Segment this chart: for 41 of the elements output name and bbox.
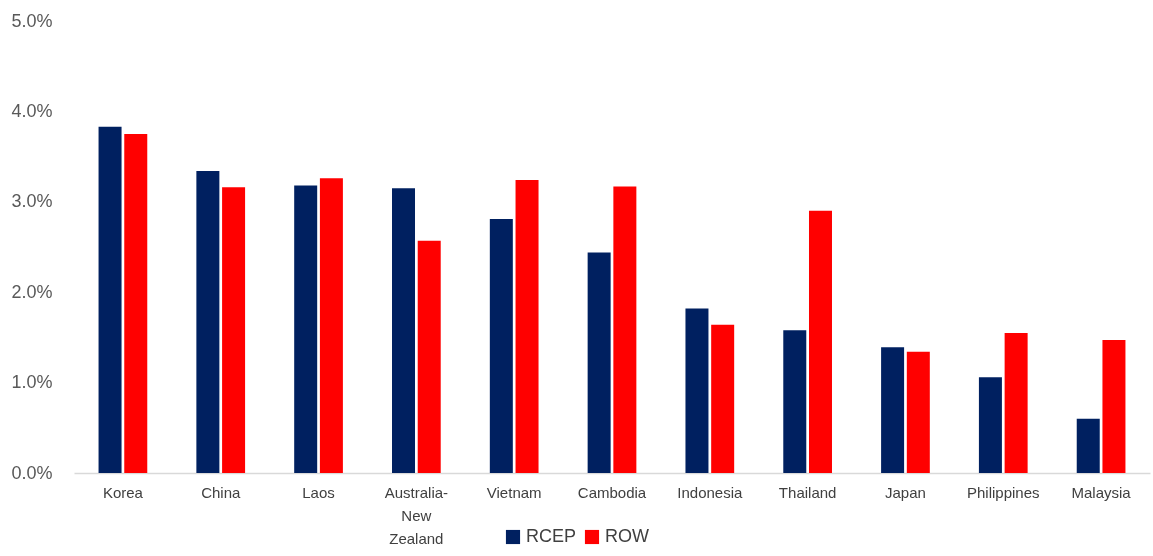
y-tick-label: 1.0%	[11, 372, 53, 393]
x-tick-label: Malaysia	[1071, 483, 1132, 501]
bar	[587, 252, 611, 473]
x-tick-label: Philippines	[967, 483, 1040, 501]
bar	[978, 377, 1002, 473]
bar	[515, 180, 539, 473]
bar	[1076, 418, 1100, 473]
x-tick-label: Indonesia	[677, 483, 743, 501]
bar	[1004, 332, 1028, 473]
x-tick-label: Australia-New Zealand	[384, 483, 449, 547]
bar	[98, 126, 122, 473]
bar	[881, 347, 905, 473]
bar	[711, 324, 735, 473]
bar	[294, 185, 318, 473]
legend-label: ROW	[605, 526, 649, 546]
bar	[222, 187, 246, 473]
bar	[808, 210, 832, 473]
bar	[319, 178, 343, 473]
bar	[1102, 340, 1126, 473]
y-tick-label: 4.0%	[11, 100, 53, 121]
bar	[489, 218, 513, 473]
y-tick-label: 5.0%	[11, 10, 53, 31]
bar	[906, 351, 930, 473]
x-tick-label: China	[201, 483, 241, 501]
y-tick-label: 0.0%	[11, 462, 53, 483]
bar	[392, 188, 416, 473]
x-tick-label: Thailand	[778, 483, 837, 501]
bar	[783, 330, 807, 473]
x-tick-label: Vietnam	[486, 483, 542, 501]
bar	[196, 171, 220, 473]
y-tick-label: 3.0%	[11, 191, 53, 212]
bar	[124, 134, 148, 473]
y-tick-label: 2.0%	[11, 281, 53, 302]
bar	[613, 186, 637, 473]
bar	[685, 308, 709, 473]
bar	[417, 240, 441, 473]
x-tick-label: Cambodia	[577, 483, 647, 501]
x-tick-label: Korea	[102, 483, 144, 501]
legend-label: RCEP	[526, 526, 577, 546]
x-tick-label: Japan	[885, 483, 926, 501]
x-tick-label: Laos	[302, 483, 335, 501]
